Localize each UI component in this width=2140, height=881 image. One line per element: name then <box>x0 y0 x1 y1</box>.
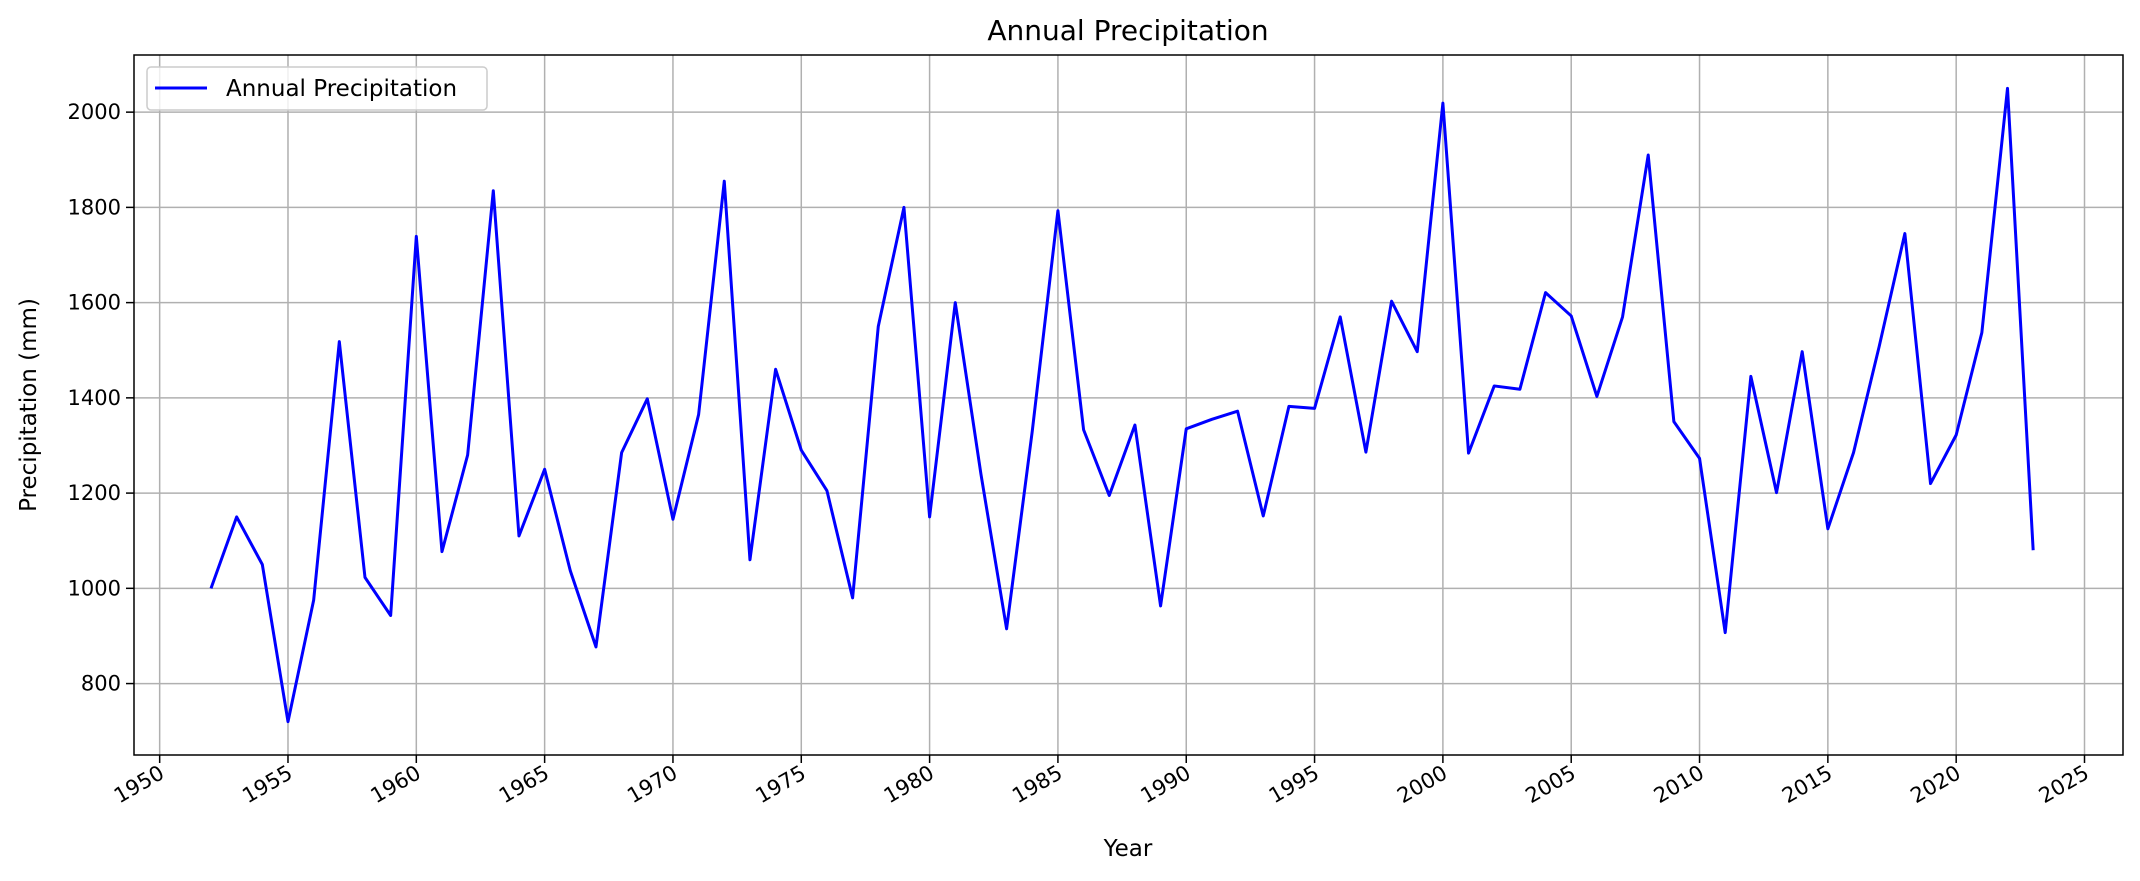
data-point <box>1390 299 1394 303</box>
data-point <box>1646 153 1650 157</box>
data-point <box>1800 350 1804 354</box>
data-point <box>491 189 495 193</box>
legend-label: Annual Precipitation <box>226 76 457 102</box>
y-tick-label: 1800 <box>68 195 121 219</box>
data-point <box>1210 417 1214 421</box>
data-point <box>286 720 290 724</box>
data-point <box>1056 209 1060 213</box>
x-axis-label: Year <box>1103 836 1153 862</box>
data-point <box>2006 86 2010 90</box>
data-point <box>1287 404 1291 408</box>
data-point <box>953 301 957 305</box>
data-point <box>1364 450 1368 454</box>
data-point <box>1133 423 1137 427</box>
data-point <box>568 569 572 573</box>
data-point <box>1929 482 1933 486</box>
data-point <box>1441 101 1445 105</box>
plot-frame <box>133 54 2124 756</box>
data-point <box>979 472 983 476</box>
data-point <box>1492 384 1496 388</box>
data-point <box>825 489 829 493</box>
data-point <box>1236 409 1240 413</box>
data-point <box>1980 331 1984 335</box>
data-point <box>774 367 778 371</box>
data-point <box>1569 314 1573 318</box>
data-point <box>1467 451 1471 455</box>
data-point <box>1544 291 1548 295</box>
y-tick-label: 800 <box>81 672 121 696</box>
data-point <box>1954 433 1958 437</box>
data-point <box>440 550 444 554</box>
data-point <box>235 515 239 519</box>
grid-lines <box>134 55 2123 755</box>
y-tick-label: 1200 <box>68 481 121 505</box>
data-point <box>1723 631 1727 635</box>
data-point <box>1775 491 1779 495</box>
legend-box <box>146 66 488 111</box>
data-point <box>1005 627 1009 631</box>
data-point <box>1338 315 1342 319</box>
data-point <box>466 453 470 457</box>
data-point <box>1184 427 1188 431</box>
y-axis-label: Precipitation (mm) <box>16 298 42 512</box>
data-point <box>363 575 367 579</box>
data-point <box>1749 374 1753 378</box>
data-point <box>337 340 341 344</box>
data-point <box>1107 493 1111 497</box>
data-point <box>543 467 547 471</box>
data-point <box>1877 344 1881 348</box>
data-point <box>1313 406 1317 410</box>
y-tick-label: 1400 <box>68 386 121 410</box>
y-tick-label: 1000 <box>68 576 121 600</box>
data-point <box>1672 420 1676 424</box>
data-point <box>748 558 752 562</box>
data-point <box>260 563 264 567</box>
data-point <box>697 413 701 417</box>
data-point <box>1261 514 1265 518</box>
data-point <box>928 515 932 519</box>
y-tick-label: 2000 <box>68 100 121 124</box>
data-point <box>851 596 855 600</box>
data-point <box>1698 456 1702 460</box>
data-point <box>1903 232 1907 236</box>
data-point <box>414 234 418 238</box>
data-point <box>799 448 803 452</box>
series-layer <box>209 86 2035 724</box>
data-point <box>620 451 624 455</box>
data-point <box>671 517 675 521</box>
data-point <box>389 613 393 617</box>
data-point <box>876 324 880 328</box>
data-point <box>312 598 316 602</box>
data-point <box>517 534 521 538</box>
data-point <box>1030 429 1034 433</box>
data-point <box>209 586 213 590</box>
chart-title: Annual Precipitation <box>987 14 1268 47</box>
data-point <box>1415 350 1419 354</box>
data-point <box>1518 387 1522 391</box>
data-point <box>1621 315 1625 319</box>
data-point <box>1595 394 1599 398</box>
data-point <box>1826 527 1830 531</box>
series-line-0 <box>209 86 2035 724</box>
data-point <box>645 397 649 401</box>
data-point <box>1082 428 1086 432</box>
data-point <box>1852 451 1856 455</box>
data-point <box>594 645 598 649</box>
data-point <box>902 205 906 209</box>
data-point <box>1159 604 1163 608</box>
y-tick-label: 1600 <box>68 291 121 315</box>
legend: Annual Precipitation <box>146 66 488 111</box>
data-point <box>722 179 726 183</box>
data-point <box>2031 548 2035 552</box>
